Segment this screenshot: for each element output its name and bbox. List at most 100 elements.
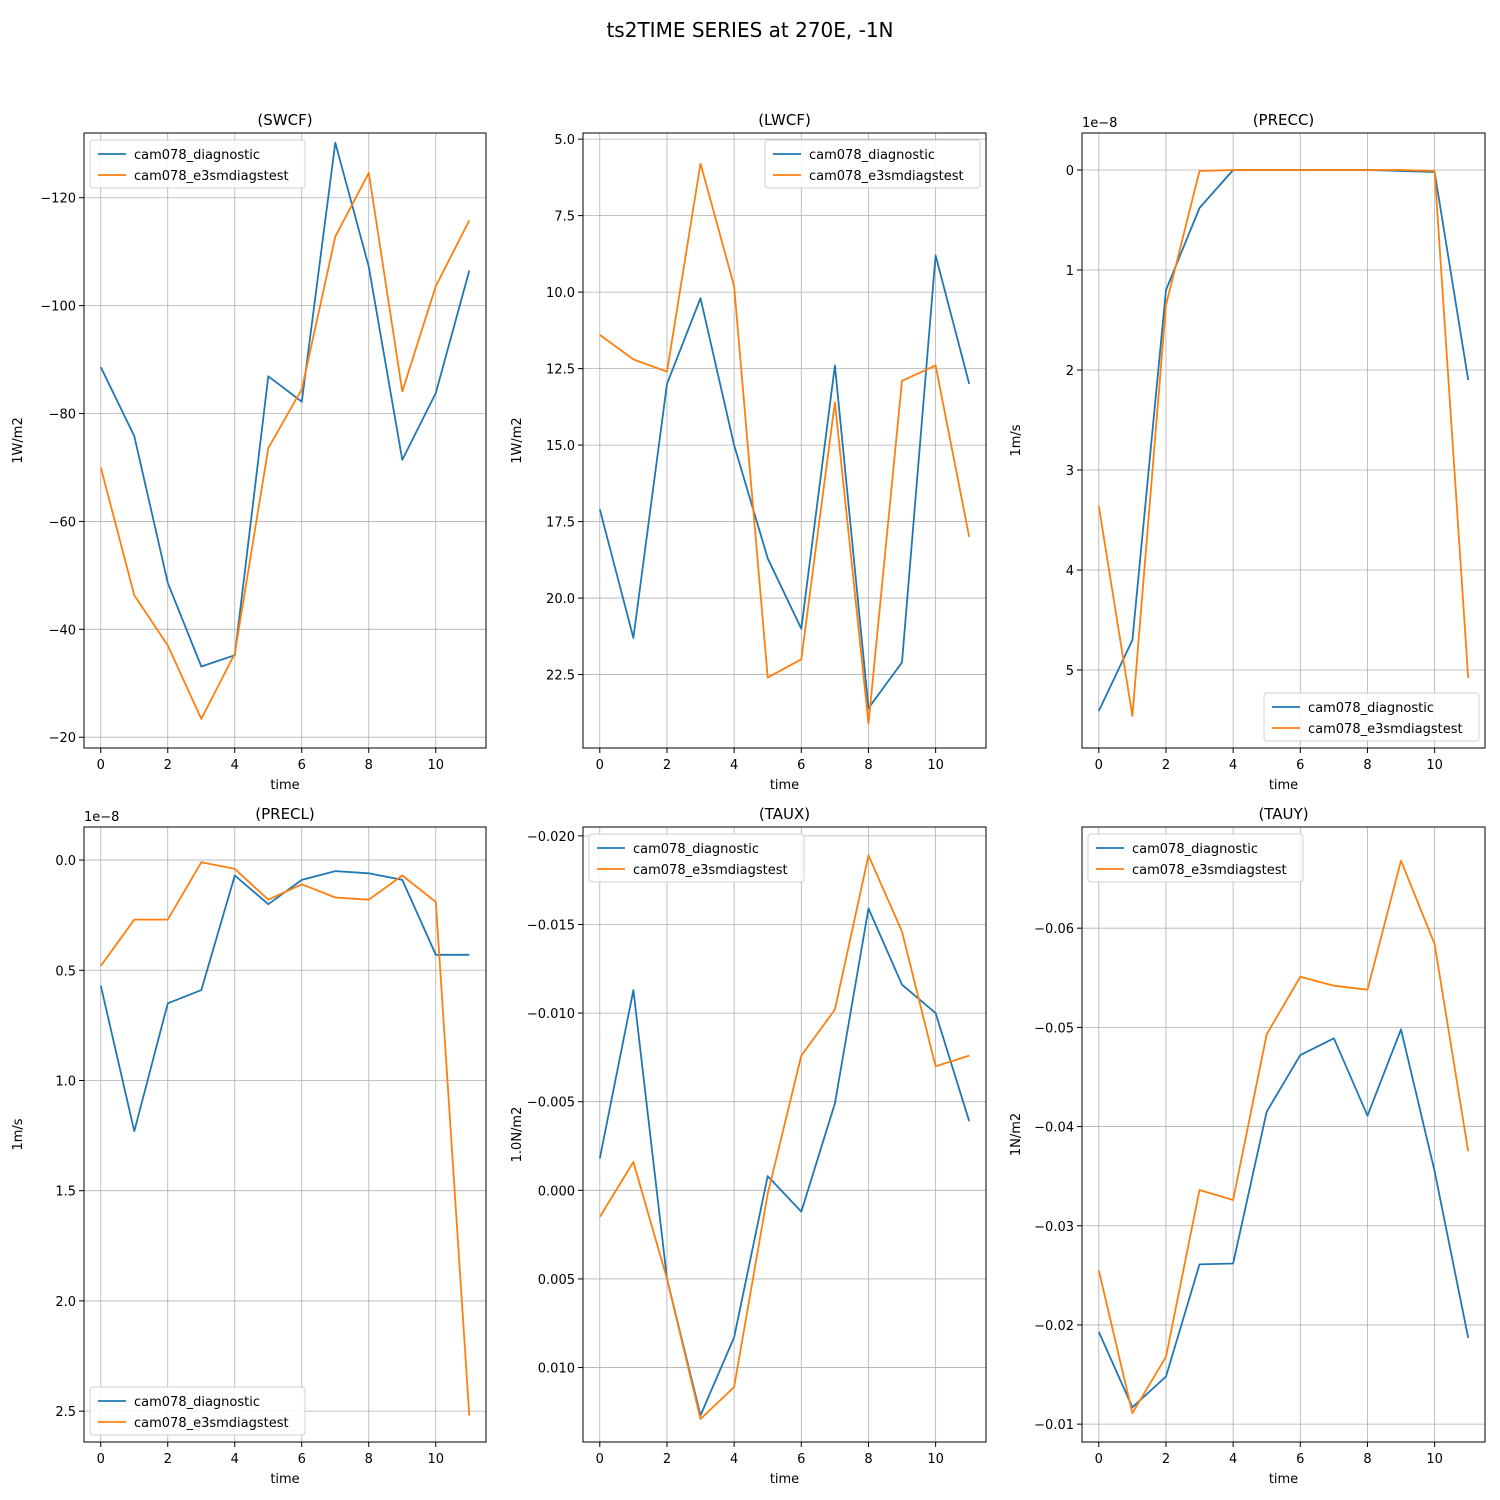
offset-text: 1e−8 [1082, 116, 1117, 131]
y-tick-label: 22.5 [546, 669, 575, 684]
y-tick-label: 5 [1066, 664, 1074, 679]
y-axis-label: 1.0N/m2 [510, 1107, 525, 1163]
y-tick-label: −0.03 [1034, 1220, 1074, 1235]
legend-box [764, 139, 981, 189]
y-tick-label: 2.5 [55, 1405, 76, 1420]
panel-precl: 0 2 4 6 8 10 0.0 0.5 1.0 1.5 2.0 2.5 (PRECL) time 1m/s… [11, 805, 487, 1487]
x-tick-label: 4 [730, 758, 738, 773]
x-axis-label: time [770, 1472, 799, 1487]
y-axis-label: 1N/m2 [1009, 1113, 1024, 1156]
legend-label-0: cam078_diagnostic [134, 148, 260, 163]
x-tick-label: 0 [97, 1452, 105, 1467]
series-line-0 [99, 870, 470, 1133]
legend: cam078_diagnostic cam078_e3smdiagstest [1263, 692, 1480, 742]
y-tick-label: 2 [1066, 364, 1074, 379]
legend-label-0: cam078_diagnostic [809, 148, 935, 163]
panel-title: (PRECL) [255, 805, 314, 823]
y-tick-label: −80 [49, 408, 76, 423]
legend-box [1087, 833, 1304, 883]
legend-label-0: cam078_diagnostic [1308, 701, 1434, 716]
x-tick-label: 2 [164, 758, 172, 773]
x-axis-label: time [1269, 1472, 1298, 1487]
x-tick-label: 0 [1095, 1452, 1103, 1467]
x-tick-label: 10 [427, 1452, 444, 1467]
figure-title: ts2TIME SERIES at 270E, -1N [606, 18, 893, 42]
panel-title: (TAUX) [759, 805, 810, 823]
series-line-0 [1097, 1028, 1470, 1409]
legend-box [588, 833, 805, 883]
y-axis-label: 1m/s [1009, 424, 1024, 456]
x-tick-label: 10 [1426, 758, 1443, 773]
legend: cam078_diagnostic cam078_e3smdiagstest [1087, 833, 1304, 883]
legend: cam078_diagnostic cam078_e3smdiagstest [764, 139, 981, 189]
y-tick-label: −0.010 [527, 1007, 575, 1022]
x-tick-label: 4 [1229, 758, 1237, 773]
x-tick-label: 2 [663, 1452, 671, 1467]
panel-title: (TAUY) [1258, 805, 1308, 823]
y-tick-label: −100 [40, 300, 76, 315]
series-line-1 [599, 162, 971, 725]
x-tick-label: 0 [97, 758, 105, 773]
y-tick-label: 1.0 [55, 1074, 76, 1089]
series-line-1 [599, 854, 970, 1420]
y-tick-label: 4 [1066, 564, 1074, 579]
series-line-0 [598, 254, 971, 710]
legend-label-1: cam078_e3smdiagstest [134, 169, 289, 184]
x-tick-label: 4 [1229, 1452, 1237, 1467]
x-tick-label: 0 [596, 758, 604, 773]
axes-frame [582, 132, 987, 749]
legend-label-1: cam078_e3smdiagstest [633, 863, 788, 878]
y-tick-label: −0.04 [1034, 1121, 1074, 1136]
y-tick-label: 12.5 [546, 363, 575, 378]
x-tick-label: 6 [797, 758, 805, 773]
legend-label-1: cam078_e3smdiagstest [1132, 863, 1287, 878]
x-tick-label: 8 [1363, 1452, 1371, 1467]
y-tick-label: 3 [1066, 464, 1074, 479]
panel-title: (PRECC) [1253, 111, 1315, 129]
legend-box [1263, 692, 1480, 742]
x-tick-label: 6 [797, 1452, 805, 1467]
y-tick-label: 2.0 [55, 1295, 76, 1310]
y-tick-label: 20.0 [546, 592, 575, 607]
axes-frame [1081, 132, 1486, 749]
y-tick-label: 0.005 [538, 1273, 575, 1288]
panel-title: (LWCF) [758, 111, 811, 129]
x-tick-label: 10 [927, 758, 944, 773]
y-axis-label: 1W/m2 [510, 417, 525, 463]
y-tick-label: 0.010 [538, 1362, 575, 1377]
x-tick-label: 10 [927, 1452, 944, 1467]
y-tick-label: −0.020 [527, 830, 575, 845]
x-tick-label: 2 [663, 758, 671, 773]
y-tick-label: 1 [1066, 264, 1074, 279]
axes-frame [1081, 826, 1486, 1443]
panels: 0 2 4 6 8 10−20−40−60−80−100−120(SWCF)time1W/… [11, 111, 1486, 1487]
y-axis-label: 1m/s [11, 1118, 26, 1150]
y-tick-label: 10.0 [546, 286, 575, 301]
y-tick-label: −0.015 [527, 918, 575, 933]
legend-label-0: cam078_diagnostic [134, 1395, 260, 1410]
legend-label-0: cam078_diagnostic [633, 842, 759, 857]
x-tick-label: 8 [365, 1452, 373, 1467]
x-tick-label: 6 [1296, 758, 1304, 773]
legend-label-1: cam078_e3smdiagstest [809, 169, 964, 184]
x-tick-label: 8 [1363, 758, 1371, 773]
legend: cam078_diagnostic cam078_e3smdiagstest [588, 833, 805, 883]
offset-text: 1e−8 [84, 810, 119, 825]
x-axis-label: time [1269, 778, 1298, 793]
y-tick-label: −60 [49, 515, 76, 530]
legend-box [89, 1386, 306, 1436]
x-tick-label: 10 [427, 758, 444, 773]
x-tick-label: 10 [1426, 1452, 1443, 1467]
series-line-1 [1097, 169, 1470, 717]
legend-label-1: cam078_e3smdiagstest [134, 1416, 289, 1431]
y-tick-label: 0.5 [55, 964, 76, 979]
panel-tauy: 0 2 4 6 8 10 −0.01 −0.02 −0.03 −0.04 −0.05 −0.06 (TA… [1009, 805, 1486, 1487]
y-tick-label: 0.000 [538, 1184, 575, 1199]
series-line-1 [100, 861, 471, 1416]
panel-taux: 0 2 4 6 8 10 −0.020 −0.015 −0.010 −0.005 0.000 0.00… [510, 805, 987, 1487]
y-tick-label: −0.05 [1034, 1021, 1074, 1036]
panel-lwcf: 0 2 4 6 8 10 5.0 7.5 10.0 12.5 15.0 17.5 20.0 22.5 (LW… [510, 111, 987, 793]
series-line-1 [1097, 859, 1470, 1415]
y-tick-label: 0.0 [55, 854, 76, 869]
x-tick-label: 8 [864, 1452, 872, 1467]
